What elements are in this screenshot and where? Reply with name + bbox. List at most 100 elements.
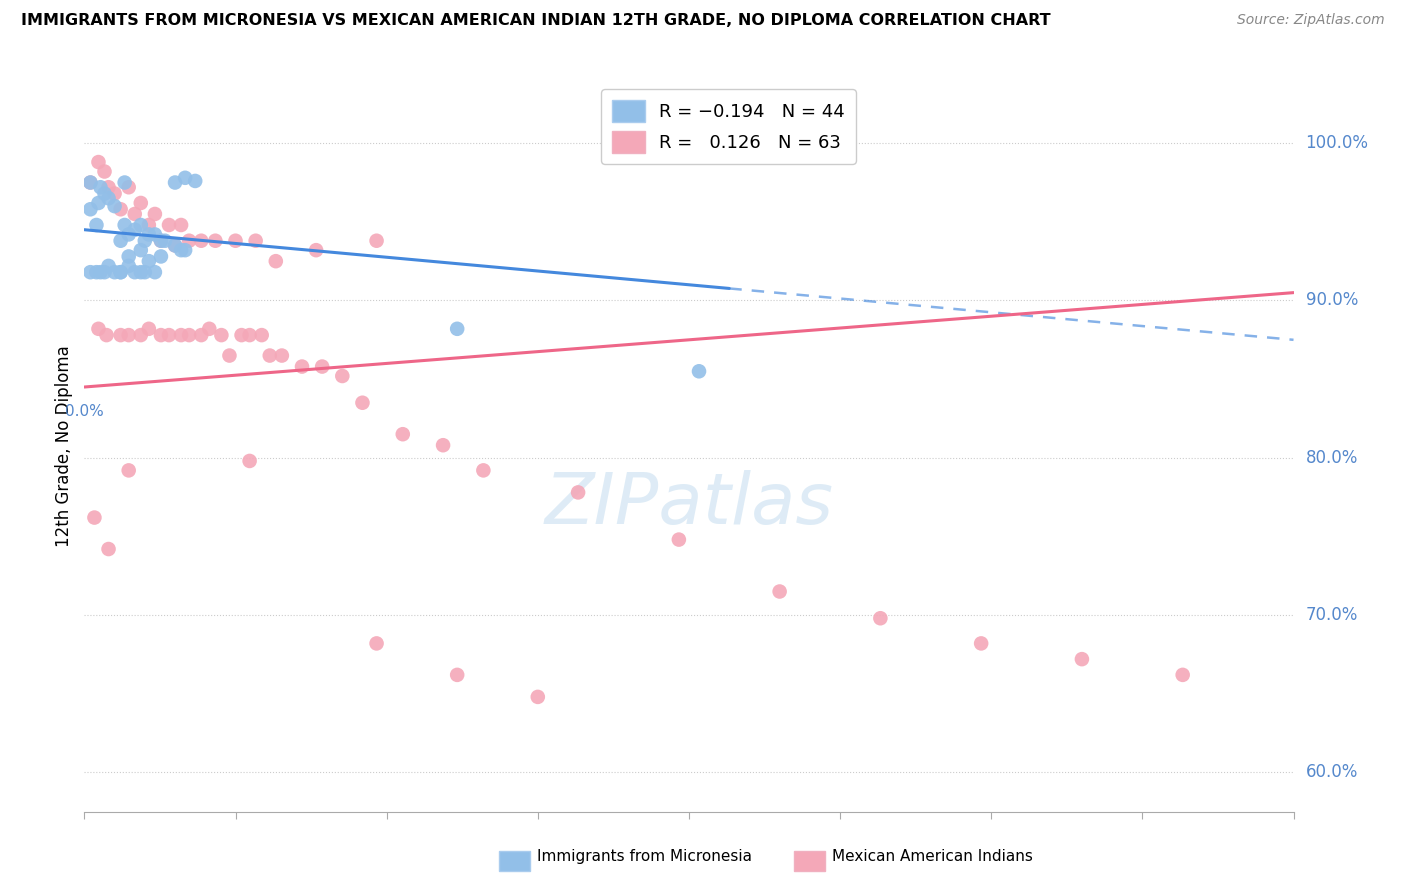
Point bbox=[134, 265, 156, 279]
Point bbox=[190, 234, 212, 248]
Point bbox=[432, 438, 454, 452]
Point bbox=[170, 328, 193, 343]
Point bbox=[110, 328, 132, 343]
Point bbox=[104, 199, 127, 213]
Point bbox=[87, 196, 110, 211]
Point bbox=[93, 186, 115, 201]
Point bbox=[97, 542, 120, 557]
Point bbox=[124, 207, 146, 221]
Point bbox=[149, 250, 172, 264]
Point bbox=[97, 191, 120, 205]
Point bbox=[96, 328, 118, 343]
Point bbox=[225, 234, 247, 248]
Point bbox=[170, 218, 193, 232]
Point bbox=[446, 322, 468, 336]
Text: 100.0%: 100.0% bbox=[1306, 134, 1368, 153]
Point bbox=[114, 218, 136, 232]
Point bbox=[231, 328, 253, 343]
Point bbox=[446, 668, 468, 682]
Text: ZIPatlas: ZIPatlas bbox=[544, 470, 834, 539]
Point bbox=[688, 364, 710, 378]
Point bbox=[87, 155, 110, 169]
Point bbox=[86, 265, 108, 279]
Point bbox=[668, 533, 690, 547]
Y-axis label: 12th Grade, No Diploma: 12th Grade, No Diploma bbox=[55, 345, 73, 547]
Legend: R = −0.194   N = 44, R =   0.126   N = 63: R = −0.194 N = 44, R = 0.126 N = 63 bbox=[602, 89, 856, 164]
Point bbox=[259, 349, 281, 363]
Point bbox=[291, 359, 314, 374]
Text: IMMIGRANTS FROM MICRONESIA VS MEXICAN AMERICAN INDIAN 12TH GRADE, NO DIPLOMA COR: IMMIGRANTS FROM MICRONESIA VS MEXICAN AM… bbox=[21, 13, 1050, 29]
Point bbox=[110, 234, 132, 248]
Point bbox=[118, 250, 141, 264]
Text: Source: ZipAtlas.com: Source: ZipAtlas.com bbox=[1237, 13, 1385, 28]
Point bbox=[352, 396, 374, 410]
Point bbox=[869, 611, 891, 625]
Point bbox=[104, 186, 127, 201]
Point bbox=[83, 510, 105, 524]
Point bbox=[89, 265, 111, 279]
Point bbox=[118, 463, 141, 477]
Point bbox=[97, 180, 120, 194]
Point bbox=[1171, 668, 1194, 682]
Point bbox=[129, 218, 152, 232]
Point bbox=[114, 176, 136, 190]
Point bbox=[218, 349, 240, 363]
Point bbox=[129, 265, 152, 279]
Text: 90.0%: 90.0% bbox=[1306, 292, 1358, 310]
Point bbox=[245, 234, 267, 248]
Point bbox=[170, 243, 193, 257]
Point bbox=[149, 328, 172, 343]
Point bbox=[270, 349, 292, 363]
Point bbox=[330, 369, 353, 384]
Point bbox=[118, 328, 141, 343]
Point bbox=[143, 207, 166, 221]
Point bbox=[174, 243, 197, 257]
Point bbox=[93, 265, 115, 279]
Point bbox=[239, 454, 262, 468]
Point bbox=[157, 218, 180, 232]
Point bbox=[391, 427, 413, 442]
Point bbox=[157, 328, 180, 343]
Point bbox=[110, 265, 132, 279]
Point bbox=[179, 328, 201, 343]
Point bbox=[110, 265, 132, 279]
Point bbox=[138, 322, 160, 336]
Point bbox=[149, 234, 172, 248]
Point bbox=[129, 328, 152, 343]
Text: Mexican American Indians: Mexican American Indians bbox=[832, 849, 1033, 863]
Point bbox=[153, 234, 176, 248]
Point bbox=[179, 234, 201, 248]
Point bbox=[89, 180, 111, 194]
Point bbox=[165, 238, 187, 252]
Point bbox=[79, 202, 101, 217]
Point bbox=[86, 218, 108, 232]
Point bbox=[118, 259, 141, 273]
Text: 70.0%: 70.0% bbox=[1306, 606, 1358, 624]
Point bbox=[527, 690, 550, 704]
Point bbox=[769, 584, 792, 599]
Point bbox=[138, 227, 160, 242]
Point bbox=[366, 636, 388, 650]
Point bbox=[79, 176, 101, 190]
Text: 0.0%: 0.0% bbox=[65, 404, 104, 419]
Point bbox=[264, 254, 287, 268]
Point bbox=[134, 234, 156, 248]
Point bbox=[209, 328, 232, 343]
Point bbox=[79, 176, 101, 190]
Point bbox=[129, 243, 152, 257]
Point bbox=[110, 202, 132, 217]
Point bbox=[970, 636, 993, 650]
Point bbox=[143, 227, 166, 242]
Text: Immigrants from Micronesia: Immigrants from Micronesia bbox=[537, 849, 752, 863]
Point bbox=[129, 196, 152, 211]
Point bbox=[165, 238, 187, 252]
Point bbox=[198, 322, 221, 336]
Point bbox=[184, 174, 207, 188]
Point bbox=[104, 265, 127, 279]
Point bbox=[97, 259, 120, 273]
Point bbox=[124, 223, 146, 237]
Point bbox=[305, 243, 328, 257]
Point bbox=[1071, 652, 1094, 666]
Point bbox=[567, 485, 589, 500]
Point bbox=[87, 322, 110, 336]
